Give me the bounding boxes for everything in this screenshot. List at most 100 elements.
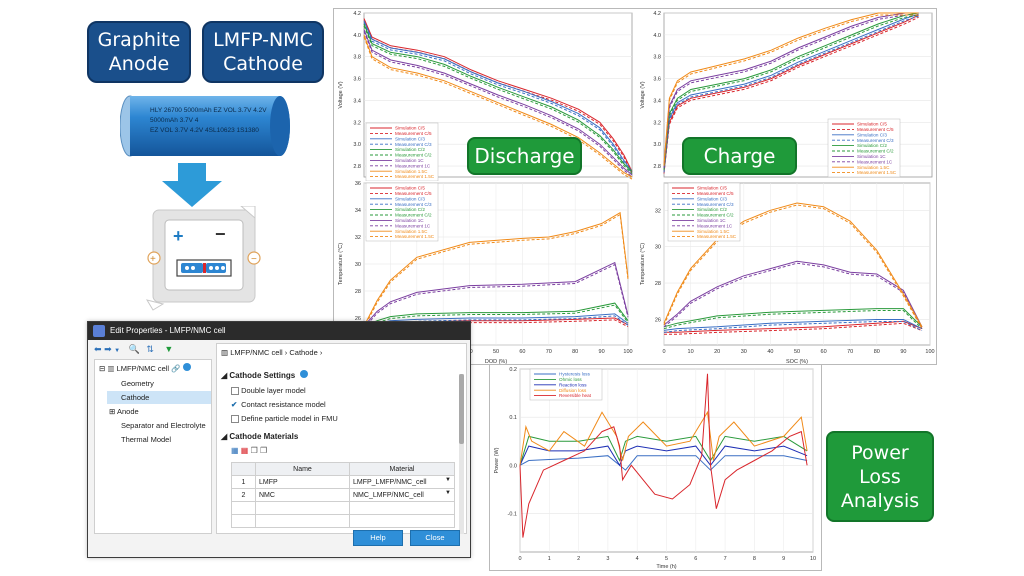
x-tick-label: 70 — [546, 349, 552, 355]
series-line — [519, 435, 808, 466]
series-line — [363, 18, 633, 172]
series-line-measurement — [363, 304, 629, 329]
checkmark-icon[interactable]: ✔ — [231, 400, 238, 409]
checkbox-contact-resistance[interactable]: ✔ Contact resistance model — [231, 400, 326, 409]
series-line — [363, 20, 633, 172]
series-line — [663, 12, 919, 167]
checkbox-box[interactable] — [231, 387, 239, 396]
y-tick-label: 28 — [355, 289, 361, 295]
tree-item-separator[interactable]: Separator and Electrolyte — [121, 421, 206, 430]
series-line — [663, 319, 923, 331]
legend-entry: Measurement C/3 — [395, 142, 432, 147]
tree-item-cathode[interactable]: Cathode — [107, 391, 211, 404]
tree-item-thermal[interactable]: Thermal Model — [121, 435, 172, 444]
x-tick-label: 1 — [548, 556, 551, 562]
series-line-measurement — [363, 22, 633, 174]
x-axis-label: DOD (%) — [485, 359, 507, 365]
checkbox-label: Double layer model — [241, 386, 306, 395]
expand-icon[interactable]: ⊞ — [109, 407, 116, 416]
cathode-settings-header[interactable]: ◢ Cathode Settings — [221, 370, 309, 380]
chart-charge-temperature: 26 28 30 32 0 10 20 30 40 50 60 70 80 90 100 Temperatur… — [640, 182, 935, 365]
checkbox-box[interactable] — [231, 415, 239, 424]
table-row[interactable]: 2 NMC NMC_LMFP/NMC_cell ▼ — [231, 488, 455, 502]
tree-item-geometry[interactable]: Geometry — [121, 379, 154, 388]
breadcrumb-item-cell[interactable]: LMFP/NMC cell — [230, 348, 283, 357]
y-tick-label: 4.2 — [353, 11, 361, 17]
legend-entry: Diffusion loss — [559, 388, 587, 393]
paste-icon[interactable]: ❐ — [260, 446, 268, 455]
dropdown-arrow-icon[interactable]: ▼ — [445, 477, 451, 483]
y-tick-label: 3.6 — [653, 77, 661, 83]
delete-row-icon[interactable]: ▦ — [240, 446, 249, 455]
materials-collapse-icon[interactable]: ◢ — [221, 432, 228, 441]
cathode-settings-title: Cathode Settings — [229, 371, 296, 380]
table-row[interactable]: 1 LMFP LMFP_LMFP/NMC_cell ▼ — [231, 475, 455, 489]
x-tick-label: 70 — [847, 349, 853, 355]
y-tick-label: 3.8 — [353, 55, 361, 61]
breadcrumb-item-cathode[interactable]: Cathode — [289, 348, 318, 357]
legend-entry: Simulation C/5 — [697, 186, 727, 191]
y-tick-label: -0.1 — [508, 511, 517, 517]
close-button[interactable]: Close — [410, 530, 460, 546]
tree-item-anode[interactable]: ⊞ Anode — [109, 405, 139, 418]
help-button[interactable]: Help — [353, 530, 403, 546]
search-icon[interactable]: 🔍 — [128, 344, 140, 354]
info-icon — [182, 363, 191, 371]
x-tick-label: 60 — [821, 349, 827, 355]
x-tick-label: 20 — [714, 349, 720, 355]
x-tick-label: 4 — [636, 556, 639, 562]
row-index: 1 — [231, 475, 256, 489]
anode-label-line2: Anode — [108, 53, 170, 75]
charge-label-text: Charge — [703, 144, 776, 168]
x-tick-label: 10 — [688, 349, 694, 355]
y-tick-label: 26 — [655, 318, 661, 324]
legend-entry: Measurement C/3 — [857, 138, 894, 143]
x-tick-label: 6 — [694, 556, 697, 562]
collapse-icon[interactable]: ⊟ — [99, 364, 106, 373]
legend-entry: Simulation 1.5C — [395, 229, 428, 234]
battery-text-2: 5000mAh 3.7V 4 — [150, 117, 199, 124]
series-line — [519, 410, 808, 466]
dialog-title: Edit Properties - LMFP/NMC cell — [110, 326, 226, 335]
section-collapse-icon[interactable]: ◢ — [221, 371, 228, 380]
series-line — [519, 445, 808, 467]
y-tick-label: 3.2 — [353, 120, 361, 126]
series-line-measurement — [363, 25, 633, 174]
sort-icon[interactable]: ⇅ — [146, 344, 154, 354]
tree-root[interactable]: ⊟ ▥ LMFP/NMC cell 🔗 — [99, 362, 191, 375]
legend-entry: Simulation 1.5C — [857, 165, 890, 170]
series-line — [363, 23, 633, 172]
dropdown-icon[interactable]: ▼ — [114, 348, 121, 354]
series-line — [663, 12, 919, 164]
y-tick-label: 3.4 — [653, 98, 661, 104]
legend-entry: Measurement C/5 — [857, 127, 894, 132]
scrollbar[interactable] — [459, 374, 464, 534]
copy-icon[interactable]: ❐ — [250, 446, 258, 455]
row-name[interactable]: NMC — [255, 488, 350, 502]
legend-entry: Simulation C/3 — [697, 196, 727, 201]
scrollbar-thumb[interactable] — [459, 374, 464, 444]
breadcrumb: ▥ LMFP/NMC cell › Cathode › — [221, 348, 322, 357]
column-header-name[interactable]: Name — [255, 462, 350, 476]
legend-entry: Measurement C/2 — [395, 153, 432, 158]
row-material-select[interactable]: LMFP_LMFP/NMC_cell ▼ — [349, 475, 455, 489]
back-icon[interactable]: ⬅ — [94, 344, 102, 354]
plus-terminal-icon: + — [150, 254, 156, 265]
forward-icon[interactable]: ➡ — [104, 344, 112, 354]
legend-entry: Measurement C/5 — [395, 131, 432, 136]
add-row-icon[interactable]: ▦ — [231, 446, 239, 455]
dialog-titlebar[interactable]: Edit Properties - LMFP/NMC cell — [88, 322, 470, 340]
legend-entry: Hysteresis loss — [559, 372, 591, 377]
y-tick-label: 3.0 — [353, 142, 361, 148]
tree-root-label: LMFP/NMC cell — [116, 364, 170, 373]
y-tick-label: 4.0 — [353, 33, 361, 39]
dropdown-arrow-icon[interactable]: ▼ — [445, 490, 451, 496]
row-material-select[interactable]: NMC_LMFP/NMC_cell ▼ — [349, 488, 455, 502]
y-tick-label: 3.4 — [353, 98, 361, 104]
filter-icon[interactable]: ▼ — [164, 344, 174, 354]
checkbox-particle-model[interactable]: Define particle model in FMU — [231, 414, 338, 424]
row-name[interactable]: LMFP — [255, 475, 350, 489]
cathode-materials-header[interactable]: ◢ Cathode Materials — [221, 432, 298, 441]
column-header-material[interactable]: Material — [349, 462, 455, 476]
checkbox-double-layer[interactable]: Double layer model — [231, 386, 306, 396]
